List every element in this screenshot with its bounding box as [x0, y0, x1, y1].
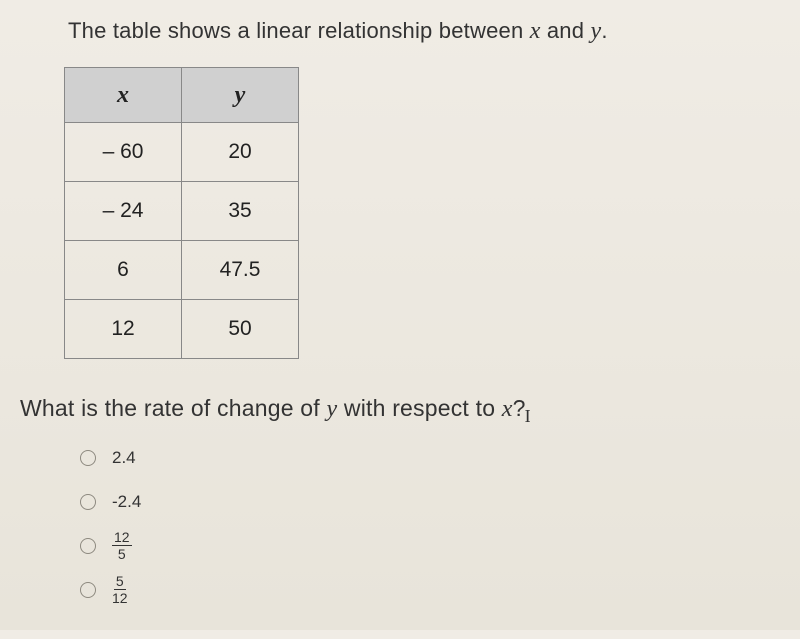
option-label-fraction: 5 12: [112, 574, 128, 605]
table-header-row: x y: [65, 68, 299, 123]
cell-x: 12: [65, 300, 182, 359]
option-label-fraction: 12 5: [112, 530, 132, 561]
prompt-suffix: .: [601, 18, 607, 43]
option-1[interactable]: 2.4: [80, 443, 760, 473]
radio-icon[interactable]: [80, 538, 96, 554]
radio-icon[interactable]: [80, 494, 96, 510]
cell-y: 47.5: [182, 241, 299, 300]
q-var-y: y: [326, 396, 337, 422]
table-row: 6 47.5: [65, 241, 299, 300]
table-row: – 24 35: [65, 182, 299, 241]
fraction-denominator: 5: [118, 546, 126, 561]
col-header-x: x: [65, 68, 182, 123]
cell-x: – 24: [65, 182, 182, 241]
fraction-numerator: 12: [112, 530, 132, 546]
cell-y: 35: [182, 182, 299, 241]
xy-table: x y – 60 20 – 24 35 6 47.5 12 50: [64, 67, 299, 359]
q-var-x: x: [502, 396, 513, 422]
radio-icon[interactable]: [80, 582, 96, 598]
question-container: The table shows a linear relationship be…: [0, 0, 800, 639]
q-mid: with respect to: [337, 395, 501, 421]
table-row: – 60 20: [65, 123, 299, 182]
question-text: What is the rate of change of y with res…: [20, 395, 760, 427]
option-3[interactable]: 12 5: [80, 531, 760, 561]
option-4[interactable]: 5 12: [80, 575, 760, 605]
fraction-denominator: 12: [112, 590, 128, 605]
answer-options: 2.4 -2.4 12 5 5 12: [80, 443, 760, 605]
cell-x: – 60: [65, 123, 182, 182]
cell-y: 20: [182, 123, 299, 182]
col-header-y: y: [182, 68, 299, 123]
radio-icon[interactable]: [80, 450, 96, 466]
q-prefix: What is the rate of change of: [20, 395, 326, 421]
table-row: 12 50: [65, 300, 299, 359]
text-cursor: I: [525, 406, 531, 427]
fraction-numerator: 5: [114, 574, 126, 590]
option-2[interactable]: -2.4: [80, 487, 760, 517]
option-label: 2.4: [112, 448, 136, 468]
option-label: -2.4: [112, 492, 141, 512]
var-y: y: [591, 18, 602, 44]
prompt-conj: and: [541, 18, 591, 43]
cell-x: 6: [65, 241, 182, 300]
var-x: x: [530, 18, 541, 44]
prompt-text: The table shows a linear relationship be…: [68, 18, 760, 45]
cell-y: 50: [182, 300, 299, 359]
prompt-prefix: The table shows a linear relationship be…: [68, 18, 530, 43]
